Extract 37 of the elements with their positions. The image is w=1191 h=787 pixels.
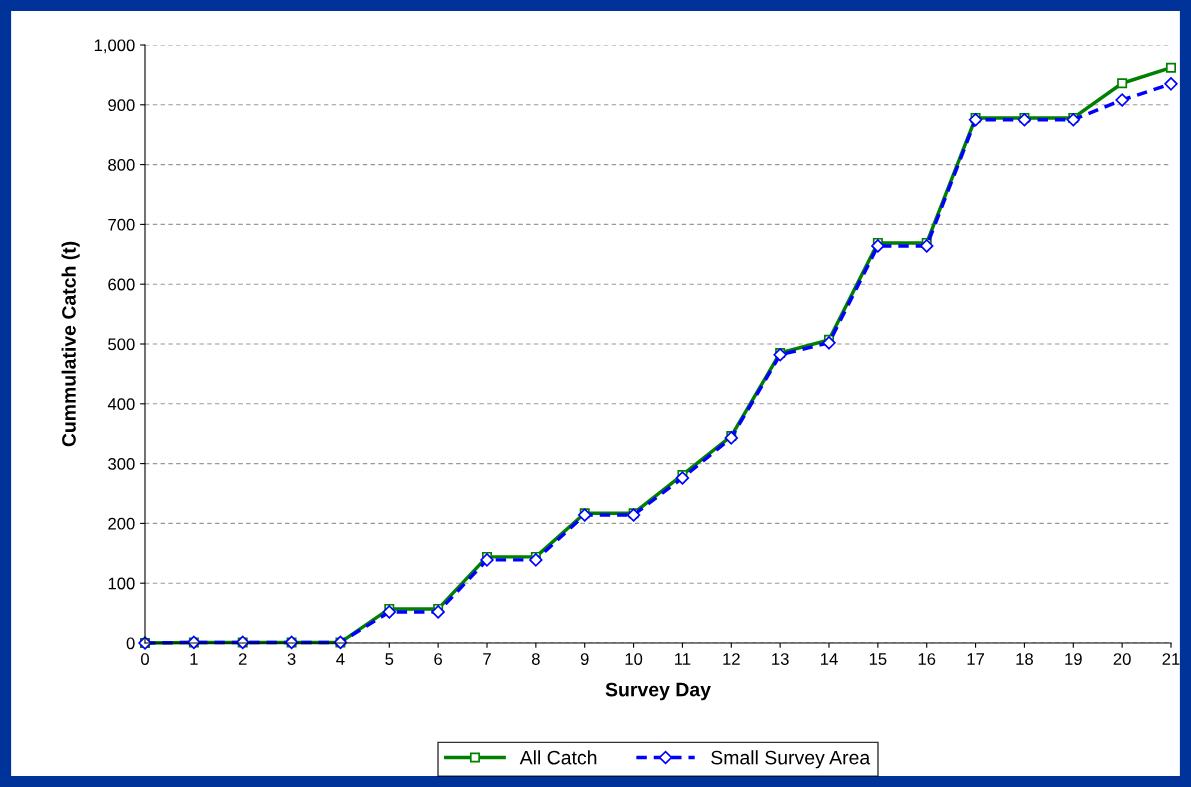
x-tick-label: 6 — [434, 653, 443, 665]
x-tick-label: 16 — [918, 653, 936, 665]
x-tick-label: 2 — [238, 653, 247, 665]
x-axis-title: Survey Day — [605, 682, 711, 701]
x-tick-label: 10 — [625, 653, 643, 665]
x-tick-label: 14 — [821, 653, 838, 665]
y-tick-label: 200 — [108, 517, 135, 530]
x-tick-label: 20 — [1113, 653, 1131, 665]
y-tick-label: 800 — [108, 159, 135, 171]
x-tick-label: 8 — [531, 653, 540, 665]
y-tick-label: 900 — [108, 99, 135, 111]
y-tick-label: 400 — [107, 398, 135, 410]
y-tick-label: 100 — [108, 577, 135, 590]
y-tick-label: 500 — [108, 338, 135, 351]
x-tick-label: 5 — [385, 653, 394, 665]
x-tick-label: 19 — [1065, 653, 1082, 665]
x-tick-label: 7 — [483, 653, 491, 665]
x-tick-label: 15 — [869, 653, 887, 665]
x-tick-label: 12 — [723, 653, 740, 665]
x-tick-label: 13 — [772, 653, 789, 665]
x-tick-label: 18 — [1016, 653, 1033, 665]
legend-label: Small Survey Area — [711, 750, 871, 769]
x-tick-label: 9 — [580, 653, 589, 665]
x-tick-label: 21 — [1162, 653, 1180, 665]
y-tick-label: 1,000 — [94, 39, 135, 54]
x-tick-label: 4 — [336, 653, 345, 665]
y-tick-label: 600 — [108, 278, 135, 291]
x-tick-label: 1 — [190, 653, 198, 665]
x-tick-label: 11 — [675, 653, 691, 665]
y-tick-label: 300 — [108, 458, 135, 470]
x-tick-label: 3 — [287, 653, 296, 665]
y-tick-label: 700 — [108, 218, 135, 231]
x-tick-label: 0 — [141, 653, 149, 665]
legend-label: All Catch — [519, 750, 597, 765]
y-tick-label: 0 — [126, 637, 135, 650]
x-tick-label: 17 — [967, 653, 984, 665]
y-axis-title: Cummulative Catch (t) — [61, 241, 80, 447]
